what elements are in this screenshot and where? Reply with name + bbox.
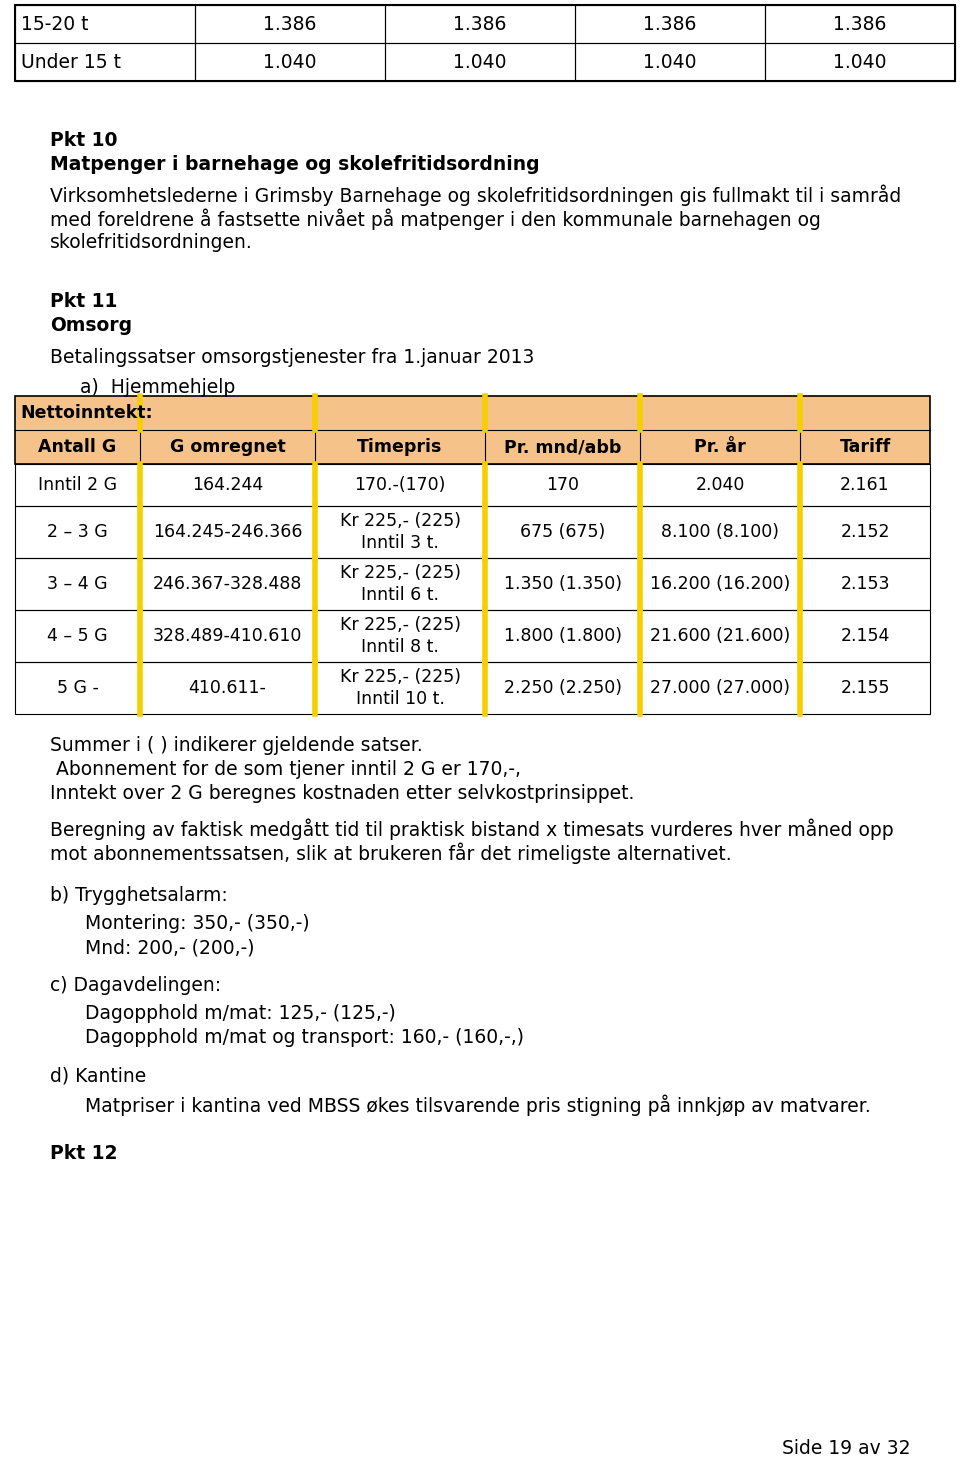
Text: Pkt 11: Pkt 11 [50, 292, 117, 311]
Bar [15, 506, 930, 558]
Text: Kr 225,- (225): Kr 225,- (225) [340, 667, 461, 687]
Text: Kr 225,- (225): Kr 225,- (225) [340, 564, 461, 581]
Text: 1.040: 1.040 [453, 52, 507, 71]
Text: Side 19 av 32: Side 19 av 32 [781, 1439, 910, 1458]
Text: 246.367-328.488: 246.367-328.488 [153, 575, 302, 593]
Text: 2.161: 2.161 [840, 476, 890, 494]
Bar [15, 4, 195, 43]
Text: 16.200 (16.200): 16.200 (16.200) [650, 575, 790, 593]
Text: Inntil 8 t.: Inntil 8 t. [361, 638, 439, 655]
Bar [385, 43, 575, 82]
Text: 164.244: 164.244 [192, 476, 263, 494]
Text: a)  Hjemmehjelp: a) Hjemmehjelp [80, 378, 235, 397]
Text: 1.800 (1.800): 1.800 (1.800) [503, 627, 621, 645]
Bar [575, 43, 765, 82]
Bar [15, 661, 930, 713]
Bar [575, 4, 765, 43]
Text: 1.386: 1.386 [453, 15, 507, 34]
Text: 170.-(170): 170.-(170) [354, 476, 445, 494]
Text: 2.153: 2.153 [840, 575, 890, 593]
Text: 4 – 5 G: 4 – 5 G [47, 627, 108, 645]
Text: Nettoinntekt:: Nettoinntekt: [20, 403, 153, 423]
Text: Pkt 12: Pkt 12 [50, 1143, 117, 1163]
Text: 2.250 (2.250): 2.250 (2.250) [503, 679, 621, 697]
Text: 410.611-: 410.611- [188, 679, 267, 697]
Text: Dagopphold m/mat: 125,- (125,-): Dagopphold m/mat: 125,- (125,-) [85, 1004, 396, 1023]
Text: 27.000 (27.000): 27.000 (27.000) [650, 679, 790, 697]
Bar [15, 43, 195, 82]
Text: 164.245-246.366: 164.245-246.366 [153, 523, 302, 541]
Text: G omregnet: G omregnet [170, 437, 285, 455]
Text: Pr. mnd/abb: Pr. mnd/abb [504, 437, 621, 455]
Text: Omsorg: Omsorg [50, 316, 132, 335]
Bar [15, 396, 930, 464]
Text: 21.600 (21.600): 21.600 (21.600) [650, 627, 790, 645]
Text: Matpenger i barnehage og skolefritidsordning: Matpenger i barnehage og skolefritidsord… [50, 156, 540, 174]
Text: 2.154: 2.154 [840, 627, 890, 645]
Text: Kr 225,- (225): Kr 225,- (225) [340, 615, 461, 635]
Bar [195, 43, 385, 82]
Text: 1.386: 1.386 [643, 15, 697, 34]
Text: 675 (675): 675 (675) [520, 523, 605, 541]
Text: 1.386: 1.386 [263, 15, 317, 34]
Text: Kr 225,- (225): Kr 225,- (225) [340, 512, 461, 529]
Text: Timepris: Timepris [357, 437, 443, 455]
Text: Inntil 6 t.: Inntil 6 t. [361, 586, 439, 604]
Text: skolefritidsordningen.: skolefritidsordningen. [50, 233, 252, 252]
Text: med foreldrene å fastsette nivået på matpenger i den kommunale barnehagen og: med foreldrene å fastsette nivået på mat… [50, 209, 821, 230]
Text: d) Kantine: d) Kantine [50, 1066, 146, 1086]
Text: 5 G -: 5 G - [57, 679, 99, 697]
Text: 15-20 t: 15-20 t [21, 15, 88, 34]
Text: b) Trygghetsalarm:: b) Trygghetsalarm: [50, 885, 228, 905]
Text: Inntil 3 t.: Inntil 3 t. [361, 534, 439, 552]
Text: Pr. år: Pr. år [694, 437, 746, 455]
Text: Abonnement for de som tjener inntil 2 G er 170,-,: Abonnement for de som tjener inntil 2 G … [50, 759, 521, 779]
Text: Inntil 10 t.: Inntil 10 t. [355, 690, 444, 707]
Bar [385, 4, 575, 43]
Text: Virksomhetslederne i Grimsby Barnehage og skolefritidsordningen gis fullmakt til: Virksomhetslederne i Grimsby Barnehage o… [50, 185, 901, 206]
Text: 2.155: 2.155 [840, 679, 890, 697]
Text: 3 – 4 G: 3 – 4 G [47, 575, 108, 593]
Bar [15, 4, 955, 82]
Bar [15, 558, 930, 610]
Bar [15, 610, 930, 661]
Text: Pkt 10: Pkt 10 [50, 131, 117, 150]
Bar [15, 464, 930, 506]
Text: 1.040: 1.040 [833, 52, 887, 71]
Text: 2.152: 2.152 [840, 523, 890, 541]
Bar [195, 4, 385, 43]
Text: mot abonnementssatsen, slik at brukeren får det rimeligste alternativet.: mot abonnementssatsen, slik at brukeren … [50, 842, 732, 863]
Text: Mnd: 200,- (200,-): Mnd: 200,- (200,-) [85, 939, 254, 957]
Text: 8.100 (8.100): 8.100 (8.100) [661, 523, 779, 541]
Text: Betalingssatser omsorgstjenester fra 1.januar 2013: Betalingssatser omsorgstjenester fra 1.j… [50, 349, 535, 366]
Text: Antall G: Antall G [38, 437, 116, 455]
Text: Dagopphold m/mat og transport: 160,- (160,-,): Dagopphold m/mat og transport: 160,- (16… [85, 1028, 524, 1047]
Text: c) Dagavdelingen:: c) Dagavdelingen: [50, 976, 221, 995]
Text: 1.040: 1.040 [643, 52, 697, 71]
Bar [765, 4, 955, 43]
Text: Under 15 t: Under 15 t [21, 52, 121, 71]
Text: 328.489-410.610: 328.489-410.610 [153, 627, 302, 645]
Text: Inntil 2 G: Inntil 2 G [38, 476, 117, 494]
Text: 1.386: 1.386 [833, 15, 887, 34]
Text: Beregning av faktisk medgått tid til praktisk bistand x timesats vurderes hver m: Beregning av faktisk medgått tid til pra… [50, 819, 894, 839]
Text: 1.350 (1.350): 1.350 (1.350) [503, 575, 621, 593]
Text: 2.040: 2.040 [695, 476, 745, 494]
Text: Matpriser i kantina ved MBSS økes tilsvarende pris stigning på innkjøp av matvar: Matpriser i kantina ved MBSS økes tilsva… [85, 1094, 871, 1115]
Text: Summer i ( ) indikerer gjeldende satser.: Summer i ( ) indikerer gjeldende satser. [50, 736, 422, 755]
Bar [15, 396, 930, 464]
Text: 170: 170 [546, 476, 579, 494]
Text: 1.040: 1.040 [263, 52, 317, 71]
Text: 2 – 3 G: 2 – 3 G [47, 523, 108, 541]
Text: Tariff: Tariff [839, 437, 891, 455]
Text: Montering: 350,- (350,-): Montering: 350,- (350,-) [85, 914, 310, 933]
Bar [765, 43, 955, 82]
Text: Inntekt over 2 G beregnes kostnaden etter selvkostprinsippet.: Inntekt over 2 G beregnes kostnaden ette… [50, 785, 635, 802]
